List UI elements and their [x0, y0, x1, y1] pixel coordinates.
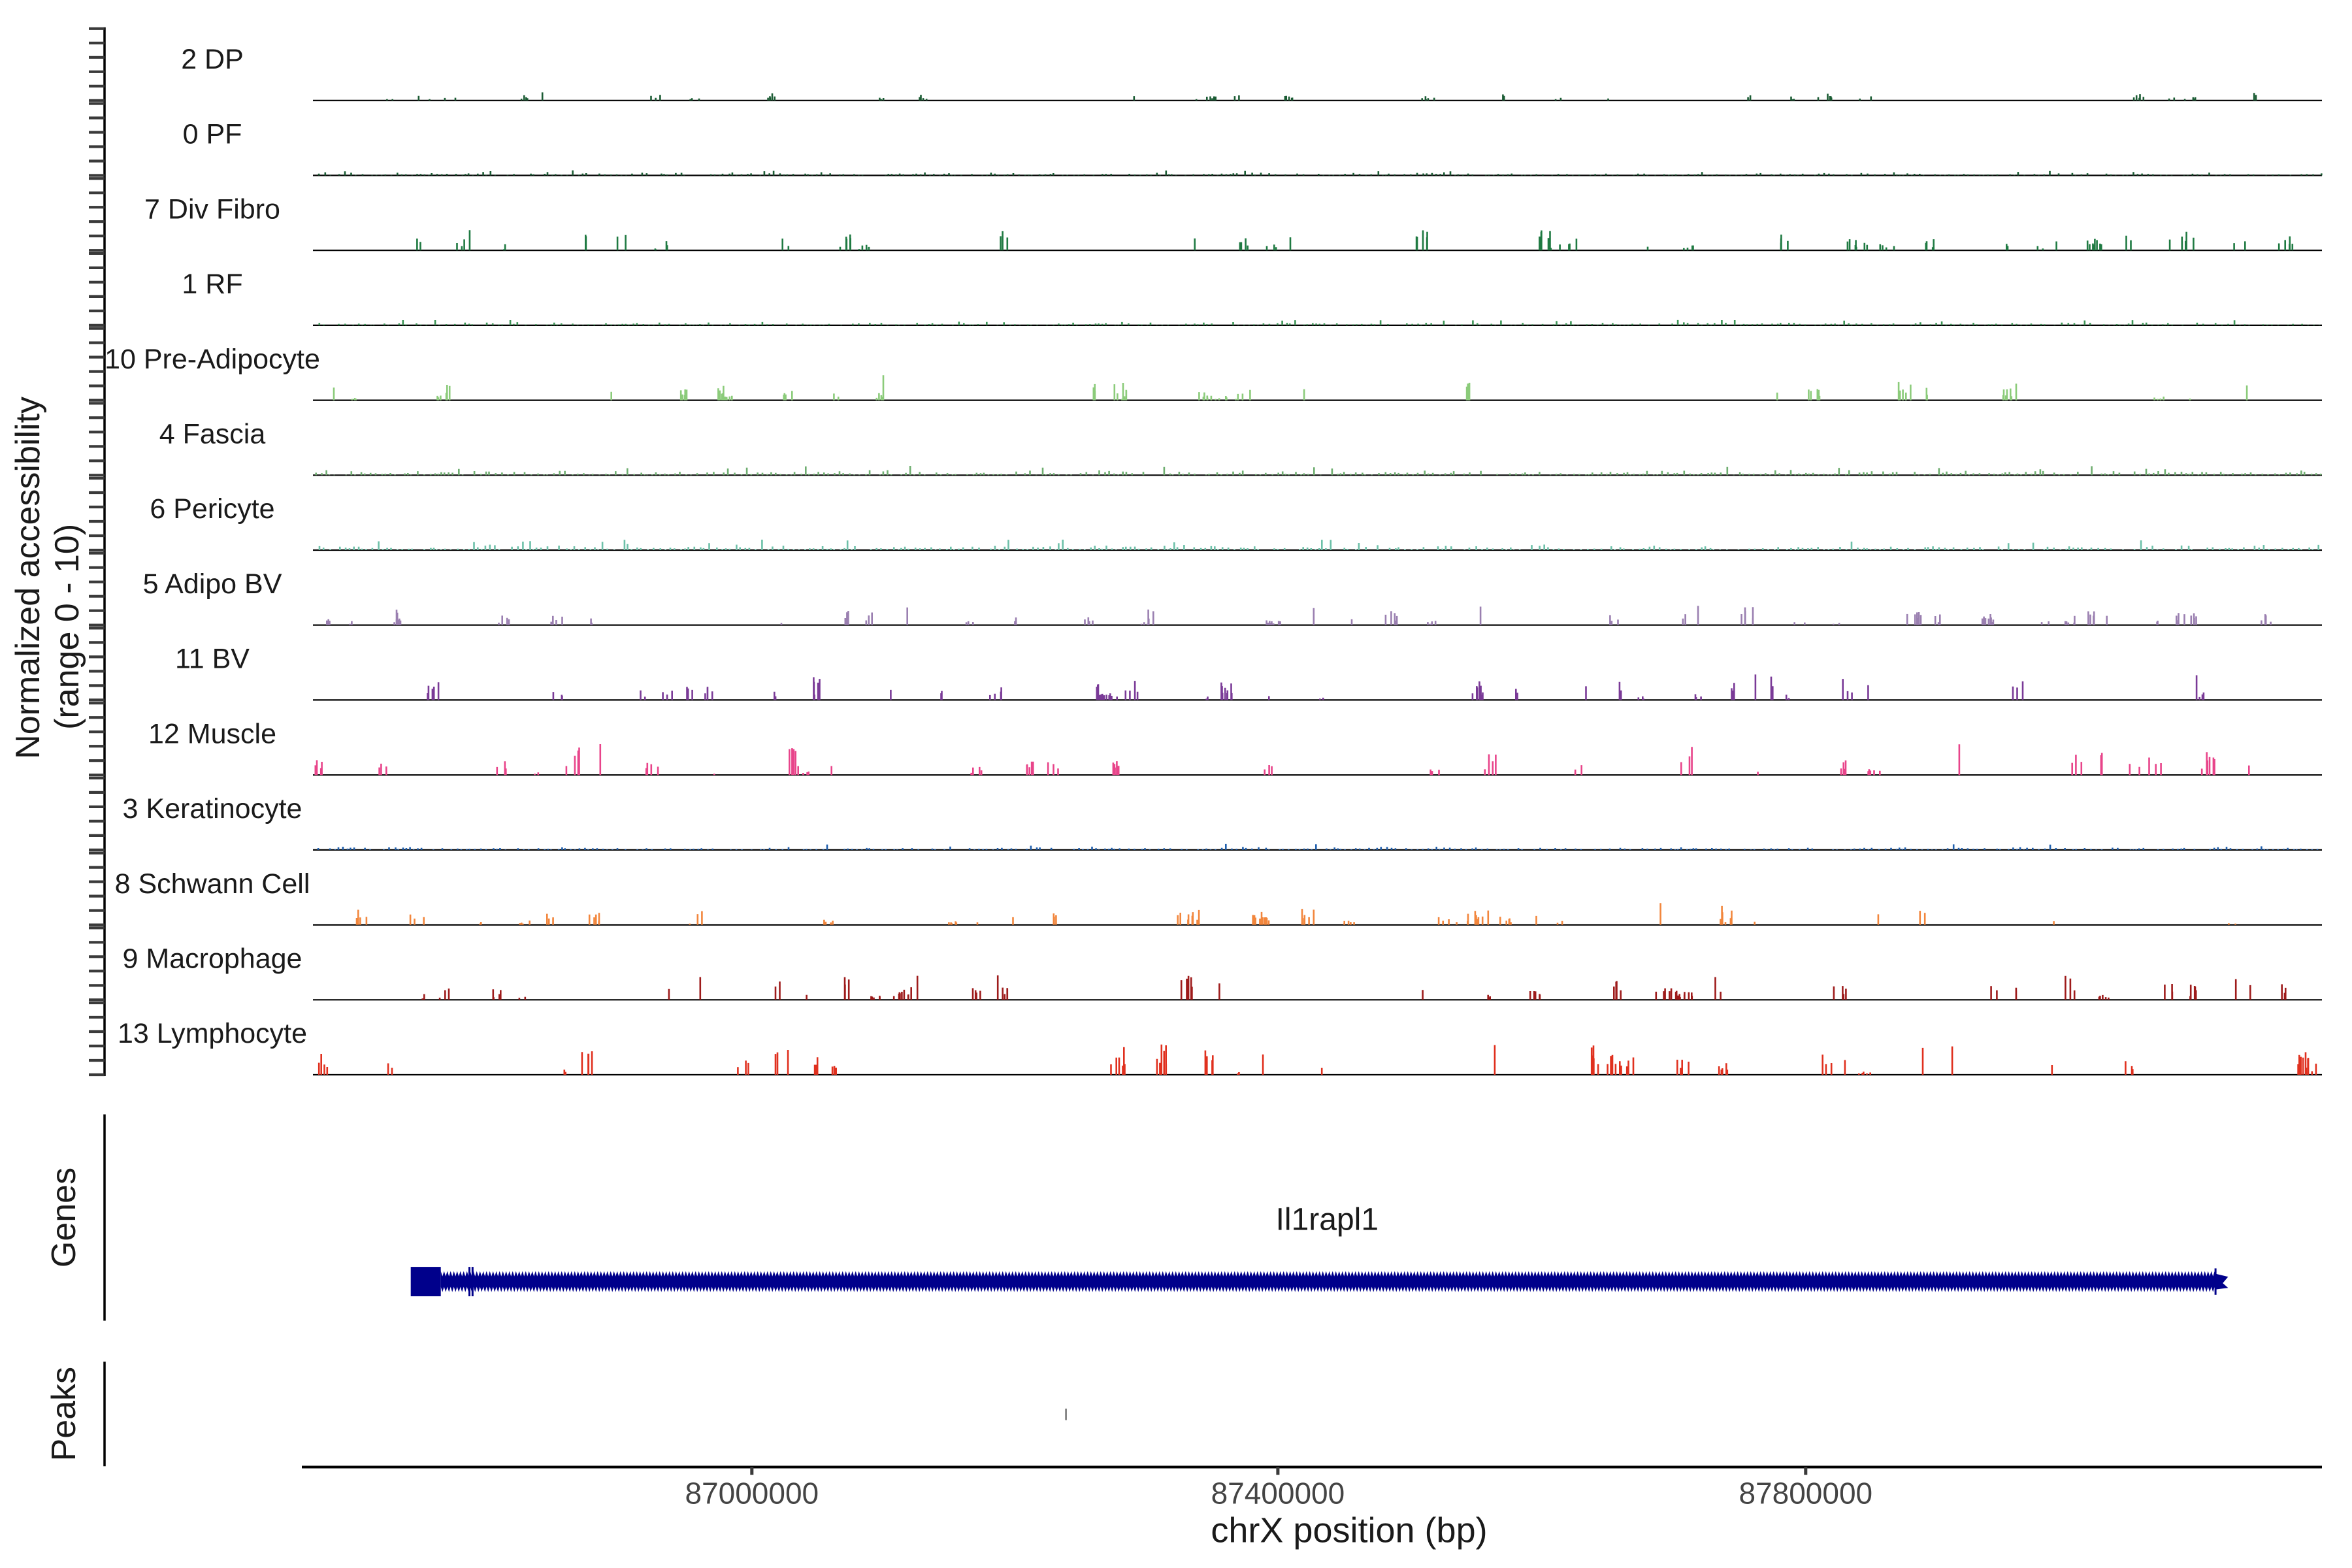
svg-text:Il1rapl1: Il1rapl1	[1276, 1203, 1379, 1237]
svg-text:10 Pre-Adipocyte: 10 Pre-Adipocyte	[105, 344, 320, 375]
svg-text:12 Muscle: 12 Muscle	[148, 718, 276, 749]
svg-text:0 PF: 0 PF	[183, 119, 242, 150]
svg-text:11 BV: 11 BV	[175, 644, 250, 675]
svg-text:6 Pericyte: 6 Pericyte	[150, 493, 274, 525]
svg-text:8 Schwann Cell: 8 Schwann Cell	[115, 868, 310, 900]
svg-text:Genes: Genes	[45, 1168, 83, 1267]
svg-text:chrX position (bp): chrX position (bp)	[1211, 1511, 1487, 1550]
svg-text:Peaks: Peaks	[45, 1367, 83, 1462]
svg-text:87000000: 87000000	[685, 1477, 819, 1511]
svg-text:1 RF: 1 RF	[182, 269, 242, 300]
svg-text:3 Keratinocyte: 3 Keratinocyte	[123, 793, 302, 825]
svg-text:4 Fascia: 4 Fascia	[159, 419, 266, 450]
svg-text:87800000: 87800000	[1739, 1477, 1872, 1511]
svg-text:Normalized accessibility: Normalized accessibility	[9, 397, 47, 759]
svg-text:13 Lymphocyte: 13 Lymphocyte	[118, 1018, 307, 1049]
svg-text:5 Adipo BV: 5 Adipo BV	[143, 568, 282, 600]
svg-text:(range 0 - 10): (range 0 - 10)	[48, 524, 86, 730]
svg-text:7 Div Fibro: 7 Div Fibro	[144, 193, 280, 225]
svg-text:2 DP: 2 DP	[181, 44, 244, 75]
svg-text:87400000: 87400000	[1211, 1477, 1345, 1511]
svg-text:9 Macrophage: 9 Macrophage	[123, 943, 302, 975]
